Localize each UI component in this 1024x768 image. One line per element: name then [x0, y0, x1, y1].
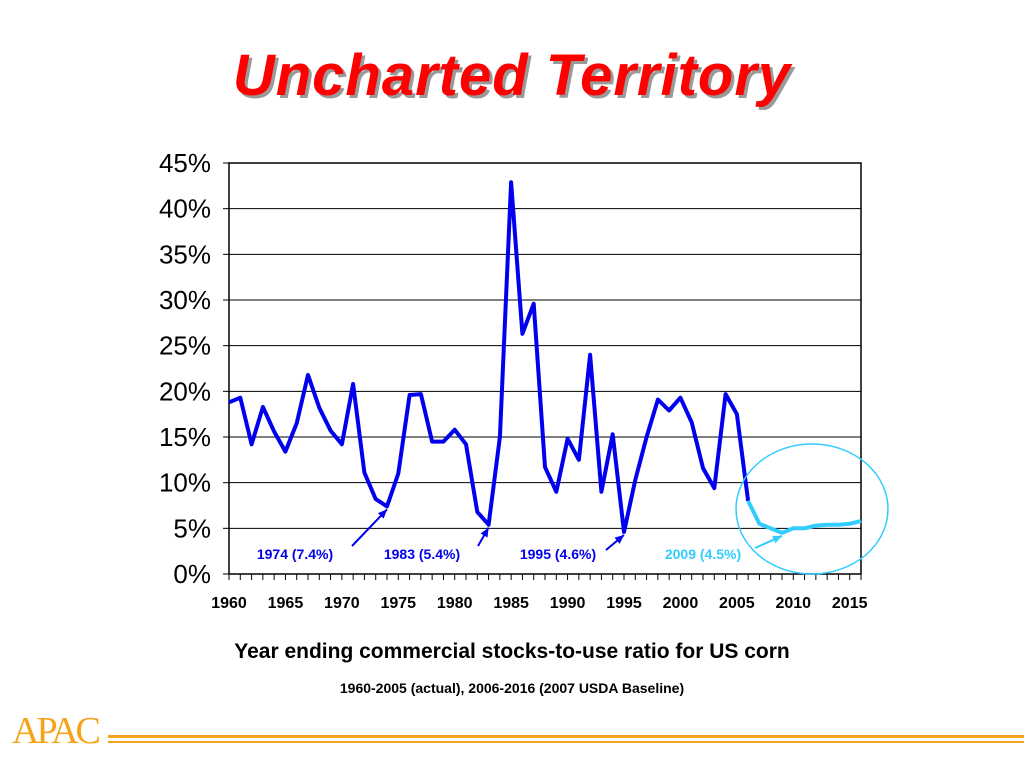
- x-tick-label: 1980: [437, 595, 473, 612]
- y-tick-label: 20%: [159, 376, 211, 406]
- x-tick-label: 2000: [663, 595, 699, 612]
- annotation-arrowhead: [377, 509, 387, 519]
- y-tick-label: 5%: [173, 513, 211, 543]
- x-tick-label: 1995: [606, 595, 642, 612]
- footer-rule: [108, 735, 1024, 738]
- stocks-to-use-chart: 0% 5% 10% 15% 20% 25% 30% 35% 40% 45% 1960 1965 197…: [159, 148, 889, 612]
- annotations: 1974 (7.4%) 1983 (5.4%) 1995 (4.6%) 2009 (4…: [257, 508, 783, 562]
- annotation-arrowhead: [772, 535, 782, 544]
- y-tick-label: 0%: [173, 559, 211, 589]
- chart-caption: Year ending commercial stocks-to-use rat…: [234, 640, 790, 663]
- x-tick-label: 1990: [550, 595, 586, 612]
- annotation-label: 1995 (4.6%): [520, 546, 596, 562]
- y-tick-label: 10%: [159, 468, 211, 498]
- annotation-label: 2009 (4.5%): [665, 546, 741, 562]
- grid-lines: [229, 208, 861, 529]
- y-tick-label: 30%: [159, 285, 211, 315]
- x-tick-label: 1965: [268, 595, 304, 612]
- x-tick-label: 2005: [719, 595, 755, 612]
- y-tick-label: 35%: [159, 239, 211, 269]
- series: [228, 180, 862, 535]
- footer-rule: [108, 741, 1024, 743]
- y-tick-label: 15%: [159, 422, 211, 452]
- y-tick-label: 45%: [159, 148, 211, 178]
- annotation-arrowhead: [480, 527, 489, 538]
- plot-frame: [228, 162, 862, 575]
- annotation-arrowhead: [614, 534, 624, 544]
- annotation-label: 1974 (7.4%): [257, 546, 333, 562]
- x-axis: 1960 1965 1970 1975 1980 1985 1990 1995 2000 2005…: [211, 574, 868, 612]
- x-tick-label: 1970: [324, 595, 360, 612]
- y-tick-label: 40%: [159, 194, 211, 224]
- annotation-label: 1983 (5.4%): [384, 546, 460, 562]
- baseline-series-line: [746, 500, 862, 535]
- x-tick-label: 1985: [493, 595, 529, 612]
- y-axis: 0% 5% 10% 15% 20% 25% 30% 35% 40% 45%: [159, 148, 229, 589]
- apac-logo: APAC: [12, 710, 101, 752]
- chart-subcaption: 1960-2005 (actual), 2006-2016 (2007 USDA…: [339, 680, 685, 696]
- slide-title: Uncharted Territory: [232, 43, 792, 108]
- y-tick-label: 25%: [159, 331, 211, 361]
- x-tick-label: 2010: [775, 595, 811, 612]
- x-tick-label: 1960: [211, 595, 247, 612]
- x-tick-label: 1975: [380, 595, 416, 612]
- baseline-highlight-circle: [735, 443, 889, 575]
- x-tick-label: 2015: [832, 595, 868, 612]
- actual-series-line: [228, 180, 751, 534]
